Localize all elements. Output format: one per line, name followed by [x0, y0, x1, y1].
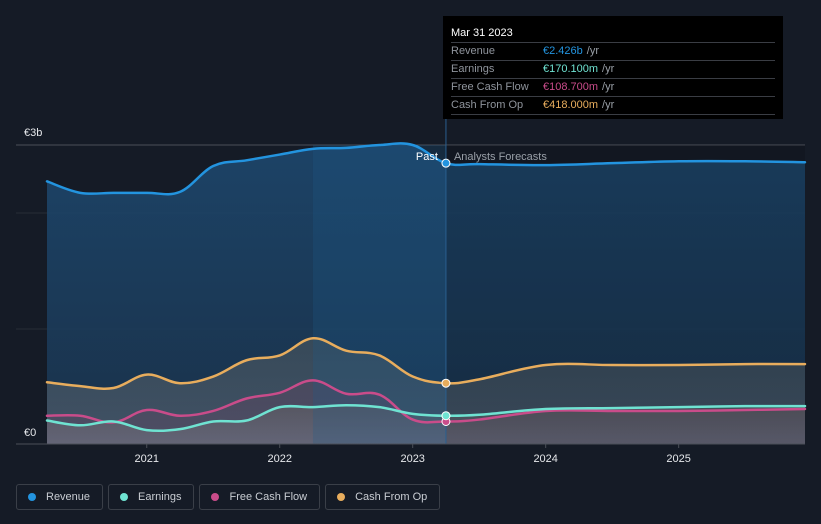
tooltip-label: Free Cash Flow: [451, 81, 529, 93]
line-revenue: [45, 142, 807, 196]
tooltip-unit: /yr: [602, 81, 615, 93]
x-tick-label: 2023: [400, 453, 424, 465]
tooltip-unit: /yr: [602, 63, 615, 75]
series-lines: [45, 142, 807, 433]
x-tick-label: 2025: [666, 453, 690, 465]
y-axis-label-max: €3b: [24, 127, 42, 139]
tooltip: Mar 31 2023 Revenue €2.426b /yr Earnings…: [443, 16, 783, 119]
legend-dot-icon: [28, 493, 36, 501]
legend-label: Revenue: [46, 491, 91, 503]
tooltip-label: Revenue: [451, 45, 496, 57]
marker-revenue: [441, 158, 451, 168]
tooltip-date: Mar 31 2023: [451, 24, 775, 43]
line-earnings: [45, 403, 807, 433]
legend-label: Earnings: [138, 491, 182, 503]
x-tick-label: 2024: [533, 453, 557, 465]
tooltip-value: €170.100m: [543, 63, 599, 75]
marker-earnings: [441, 411, 451, 421]
line-cash-from-op: [45, 336, 807, 390]
legend: Revenue Earnings Free Cash Flow Cash Fro…: [16, 484, 441, 510]
tooltip-label: Cash From Op: [451, 99, 524, 111]
legend-item-free-cash-flow[interactable]: Free Cash Flow: [199, 484, 321, 510]
x-tick-label: 2021: [134, 453, 158, 465]
tooltip-row-earnings: Earnings €170.100m /yr: [451, 61, 775, 79]
tooltip-unit: /yr: [586, 45, 599, 57]
line-free-cash-flow: [45, 379, 807, 424]
past-highlight-band: [312, 145, 446, 444]
legend-dot-icon: [211, 493, 220, 501]
tooltip-value: €2.426b: [543, 45, 583, 57]
x-tick-label: 2022: [267, 453, 291, 465]
series-markers: [441, 158, 451, 426]
legend-dot-icon: [120, 493, 129, 501]
forecast-shade: [445, 145, 805, 444]
legend-item-earnings[interactable]: Earnings: [108, 484, 195, 510]
tooltip-unit: /yr: [602, 99, 615, 111]
legend-item-cash-from-op[interactable]: Cash From Op: [325, 484, 441, 510]
forecast-label: Analysts Forecasts: [454, 151, 547, 163]
legend-dot-icon: [337, 493, 346, 501]
area-earnings: [47, 405, 805, 444]
y-axis-label-zero: €0: [24, 427, 36, 439]
legend-label: Free Cash Flow: [229, 491, 308, 503]
tooltip-value: €108.700m: [543, 81, 599, 93]
tooltip-row-revenue: Revenue €2.426b /yr: [451, 43, 775, 61]
legend-label: Cash From Op: [355, 491, 428, 503]
past-label: Past: [416, 151, 438, 163]
tooltip-row-cash-from-op: Cash From Op €418.000m /yr: [451, 97, 775, 115]
tooltip-value: €418.000m: [543, 99, 599, 111]
tooltip-row-free-cash-flow: Free Cash Flow €108.700m /yr: [451, 79, 775, 97]
marker-cash-from-op: [441, 378, 451, 388]
tooltip-label: Earnings: [451, 63, 495, 75]
x-axis-ticks: 2021 2022 2023 2024 2025: [134, 444, 691, 465]
legend-item-revenue[interactable]: Revenue: [16, 484, 104, 510]
